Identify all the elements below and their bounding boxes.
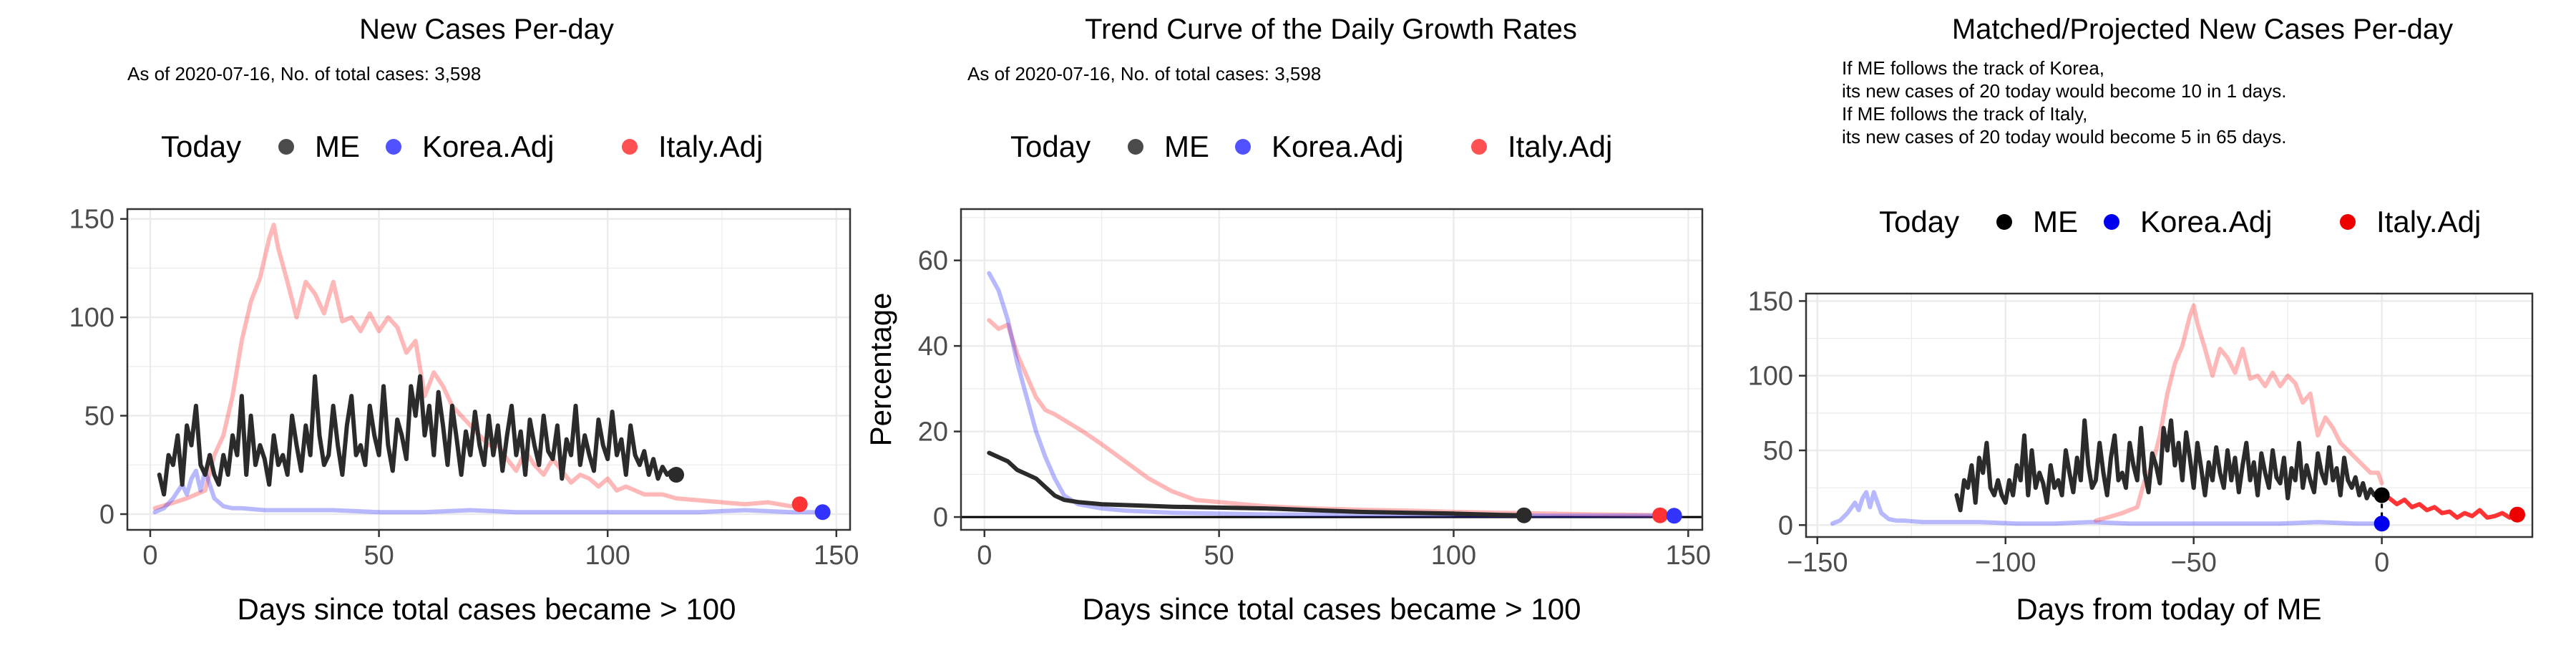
chart-title: Matched/Projected New Cases Per-day xyxy=(1952,14,2453,45)
x-tick-label: 150 xyxy=(1666,541,1711,571)
today-point-korea-adj xyxy=(2373,516,2390,532)
y-axis-title: Percentage xyxy=(864,293,897,447)
today-point-korea-adj xyxy=(1666,508,1682,524)
series-line-korea-adj xyxy=(152,468,825,515)
axes: −150 −100 −50 0 0 50 100 150 xyxy=(1748,286,2390,578)
series-line-italy-adj-projected xyxy=(2379,493,2519,520)
legend-key xyxy=(2104,214,2119,230)
legend-label: Italy.Adj xyxy=(2376,205,2481,238)
legend-title: Today xyxy=(1010,130,1091,163)
chart-legend: Today ME Korea.Adj Italy.Adj xyxy=(1879,205,2481,238)
y-tick-label: 0 xyxy=(933,503,948,533)
y-tick-label: 60 xyxy=(918,246,948,276)
legend-key xyxy=(1235,139,1251,155)
plot-border xyxy=(1805,292,2534,538)
legend-key xyxy=(1471,139,1487,155)
y-tick-label: 150 xyxy=(1748,286,1793,316)
x-tick-label: −150 xyxy=(1787,548,1848,578)
x-axis-title: Days from today of ME xyxy=(2016,592,2321,626)
x-tick-label: 150 xyxy=(814,541,859,571)
series-group xyxy=(987,271,1682,524)
axes: 0 50 100 150 0 20 40 60 xyxy=(918,246,1711,571)
y-tick-label: 0 xyxy=(99,500,114,530)
chart-subtitle-line: If ME follows the track of Italy, xyxy=(1842,103,2087,125)
series-line-me xyxy=(1954,418,2384,513)
chart-subtitle-line: If ME follows the track of Korea, xyxy=(1842,57,2104,79)
legend-label: Italy.Adj xyxy=(658,130,763,163)
series-line-korea-adj xyxy=(1830,490,2384,526)
chart-subtitle-line: its new cases of 20 today would become 1… xyxy=(1842,80,2286,102)
chart-subtitle-line: its new cases of 20 today would become 5… xyxy=(1842,126,2286,148)
series-line-italy-adj xyxy=(2093,303,2384,523)
plot-border xyxy=(126,208,852,531)
x-tick-label: −50 xyxy=(2170,548,2216,578)
plot-background xyxy=(127,209,850,530)
x-tick-label: 50 xyxy=(1204,541,1234,571)
y-tick-label: 0 xyxy=(1778,511,1793,541)
legend-label: ME xyxy=(2033,205,2078,238)
legend-label: Korea.Adj xyxy=(2140,205,2272,238)
legend-label: Italy.Adj xyxy=(1508,130,1612,163)
legend-key xyxy=(386,139,401,155)
series-line-me xyxy=(987,450,1526,518)
today-point-italy-adj xyxy=(1652,507,1668,523)
legend-title: Today xyxy=(1879,205,1959,238)
chart-subtitle: As of 2020-07-16, No. of total cases: 3,… xyxy=(967,63,1321,84)
series-line-italy-adj xyxy=(152,223,807,511)
chart-subtitle: As of 2020-07-16, No. of total cases: 3,… xyxy=(127,63,481,84)
today-point-italy-adj xyxy=(2509,506,2525,523)
legend-key xyxy=(622,139,638,155)
chart-panel-1: New Cases Per-day As of 2020-07-16, No. o… xyxy=(69,14,859,626)
x-tick-label: 0 xyxy=(977,541,992,571)
series-group xyxy=(152,223,831,521)
legend-key xyxy=(278,139,294,155)
chart-legend: Today ME Korea.Adj Italy.Adj xyxy=(1010,130,1612,163)
y-tick-label: 150 xyxy=(69,205,114,235)
legend-label: Korea.Adj xyxy=(1272,130,1403,163)
x-tick-label: 100 xyxy=(585,541,630,571)
today-point-me xyxy=(2373,487,2390,503)
today-point-italy-adj xyxy=(791,496,808,513)
plot-grid xyxy=(1806,294,2532,537)
x-axis-title: Days since total cases became > 100 xyxy=(238,592,736,626)
legend-key xyxy=(1128,139,1143,155)
today-point-me xyxy=(668,467,685,483)
axes: 0 50 100 150 0 50 100 150 xyxy=(69,205,859,571)
legend-title: Today xyxy=(161,130,241,163)
y-tick-label: 40 xyxy=(918,332,948,362)
y-tick-label: 20 xyxy=(918,417,948,448)
chart-legend: Today ME Korea.Adj Italy.Adj xyxy=(161,130,763,163)
legend-label: ME xyxy=(315,130,360,163)
plot-background xyxy=(1806,294,2532,537)
plot-border xyxy=(960,208,1704,531)
legend-label: ME xyxy=(1164,130,1209,163)
x-tick-label: 100 xyxy=(1431,541,1476,571)
series-group xyxy=(1830,303,2525,532)
x-axis-title: Days since total cases became > 100 xyxy=(1083,592,1581,626)
today-point-korea-adj xyxy=(814,504,831,521)
chart-panel-2: Trend Curve of the Daily Growth Rates As … xyxy=(864,14,1711,626)
chart-title: Trend Curve of the Daily Growth Rates xyxy=(1085,14,1577,45)
chart-panel-3: Matched/Projected New Cases Per-day If ME… xyxy=(1748,14,2534,626)
today-point-me xyxy=(1516,507,1532,523)
y-tick-label: 50 xyxy=(84,402,114,432)
x-tick-label: 0 xyxy=(2374,548,2389,578)
plot-grid xyxy=(961,209,1702,530)
legend-key xyxy=(1996,214,2012,230)
legend-key xyxy=(2340,214,2356,230)
x-tick-label: 0 xyxy=(142,541,157,571)
x-tick-label: −100 xyxy=(1975,548,2036,578)
y-tick-label: 50 xyxy=(1763,436,1793,466)
chart-title: New Cases Per-day xyxy=(359,14,614,45)
x-tick-label: 50 xyxy=(364,541,394,571)
y-tick-label: 100 xyxy=(1748,362,1793,392)
legend-label: Korea.Adj xyxy=(422,130,554,163)
plot-background xyxy=(961,209,1702,530)
series-line-me xyxy=(157,374,679,497)
y-tick-label: 100 xyxy=(69,303,114,333)
